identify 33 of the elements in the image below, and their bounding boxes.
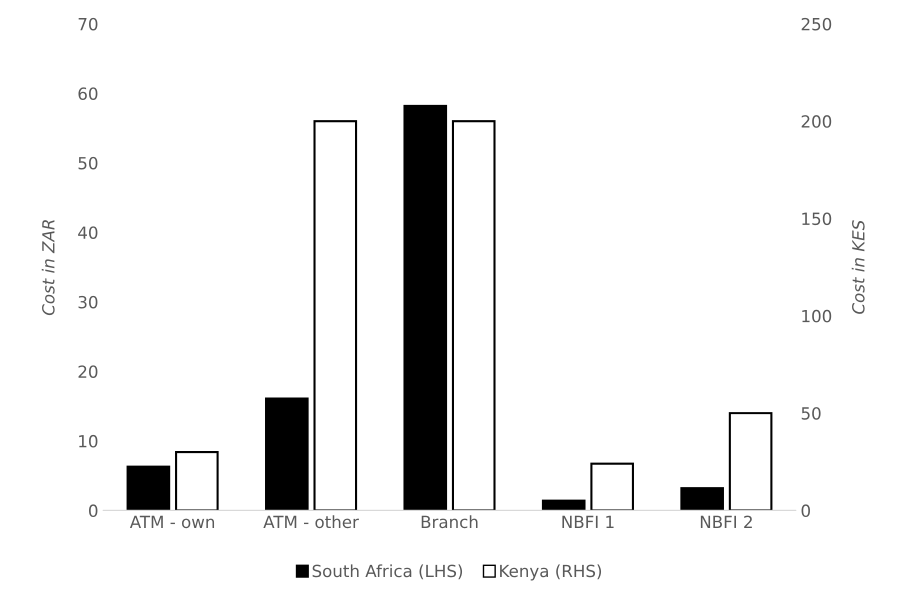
bar xyxy=(313,120,358,510)
bar xyxy=(452,120,496,510)
y-tick-label: 30 xyxy=(78,296,98,308)
y-tick-label: 20 xyxy=(78,365,98,378)
legend-label: South Africa (LHS) xyxy=(312,564,462,580)
x-tick-label: NBFI 1 xyxy=(562,516,614,528)
bar xyxy=(265,397,309,510)
bar xyxy=(680,487,724,510)
legend-label: Kenya (RHS) xyxy=(500,564,602,580)
y-tick-label: 40 xyxy=(78,226,98,239)
y2-axis-title: Cost in KES xyxy=(852,220,865,314)
y2-tick-label: 200 xyxy=(802,115,832,128)
x-tick-label: ATM - own xyxy=(130,516,214,528)
y-tick-label: 60 xyxy=(78,87,98,100)
y-tick-label: 70 xyxy=(78,18,98,30)
y-axis-title: Cost in ZAR xyxy=(42,220,55,316)
x-tick-label: ATM - other xyxy=(263,515,359,528)
y2-tick-label: 100 xyxy=(802,310,832,322)
y2-tick-label: 0 xyxy=(802,504,810,518)
bar xyxy=(590,462,634,510)
y2-tick-label: 150 xyxy=(802,212,832,226)
y2-tick-label: 50 xyxy=(802,407,821,420)
y-tick-label: 50 xyxy=(78,156,98,170)
bar xyxy=(403,104,448,510)
bar xyxy=(126,466,170,510)
x-tick-label: NBFI 2 xyxy=(700,516,752,528)
y2-tick-label: 250 xyxy=(802,18,832,30)
bar xyxy=(175,451,219,510)
bar xyxy=(728,412,772,510)
bar xyxy=(542,500,586,510)
x-tick-label: Branch xyxy=(422,515,478,528)
y-tick-label: 10 xyxy=(79,434,98,448)
y-tick-label: 0 xyxy=(89,504,98,518)
